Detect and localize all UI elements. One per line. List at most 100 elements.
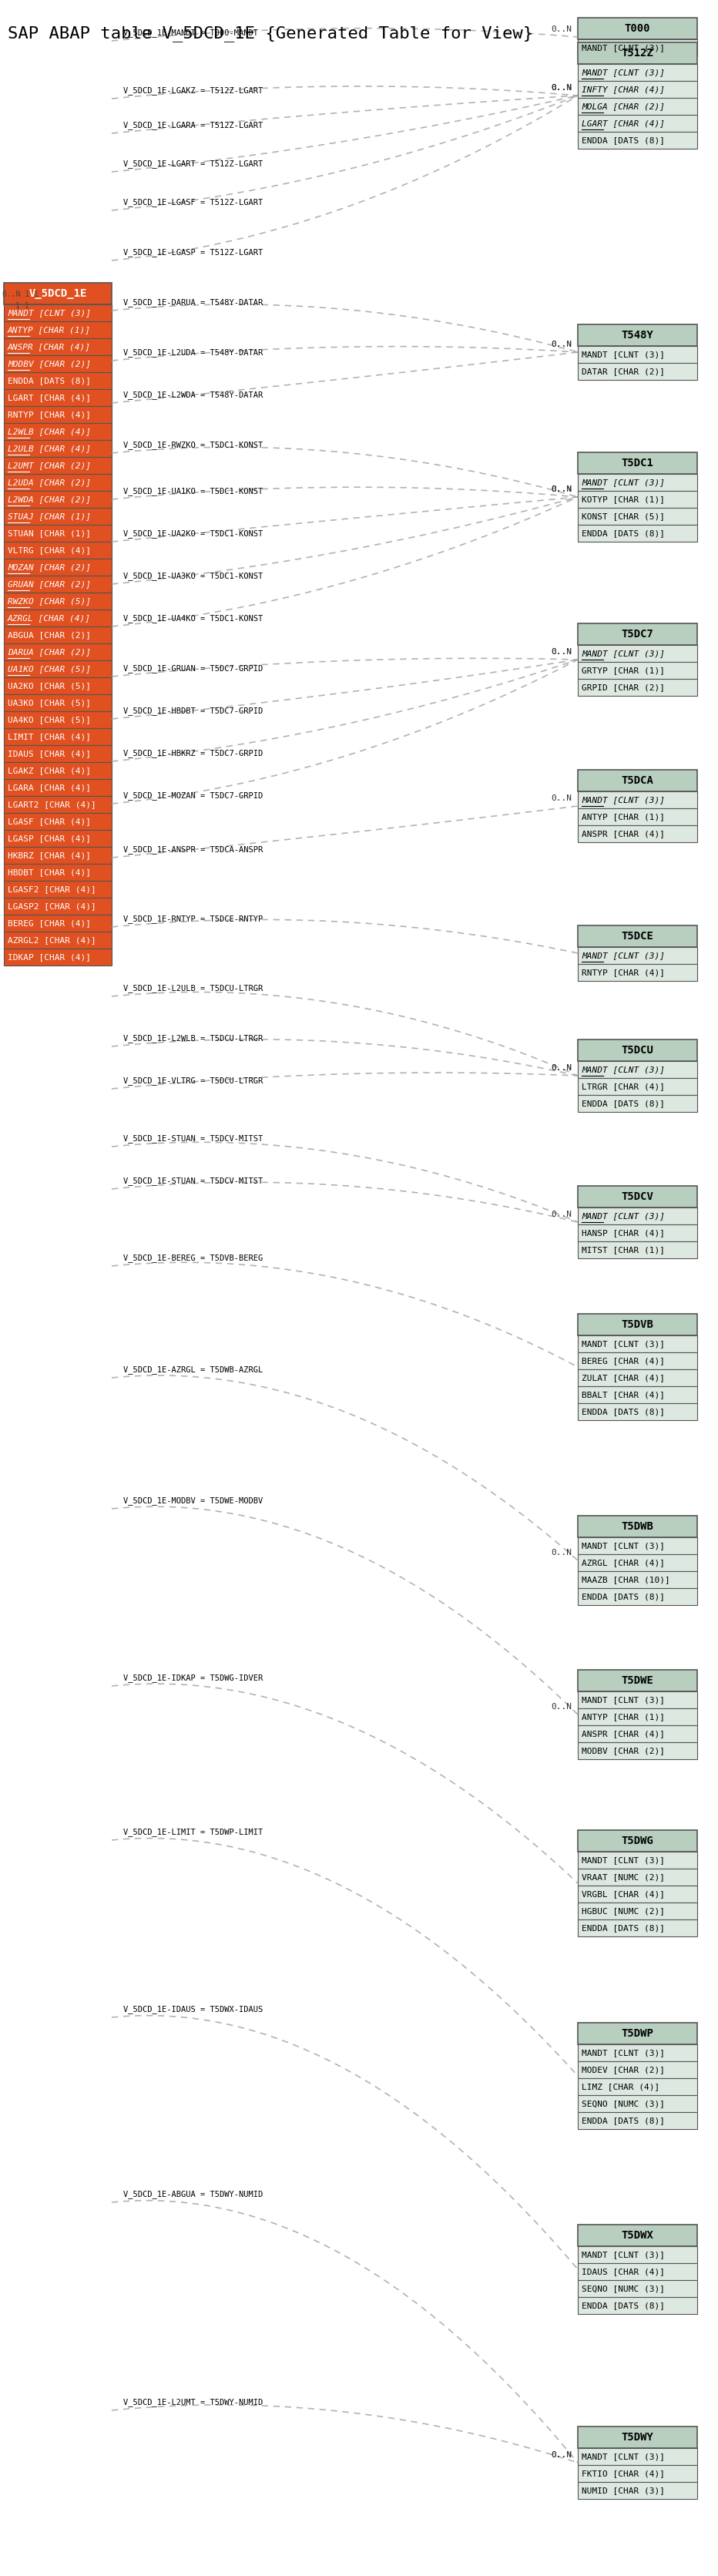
Text: V_5DCD_1E-UA2KO = T5DC1-KONST: V_5DCD_1E-UA2KO = T5DC1-KONST [123, 531, 263, 538]
Text: RNTYP [CHAR (4)]: RNTYP [CHAR (4)] [8, 410, 91, 417]
Text: V_5DCD_1E-ANSPR = T5DCA-ANSPR: V_5DCD_1E-ANSPR = T5DCA-ANSPR [123, 845, 263, 853]
Bar [578, 1352, 697, 1370]
Bar [4, 848, 112, 863]
Text: STUAJ [CHAR (1)]: STUAJ [CHAR (1)] [8, 513, 91, 520]
Text: 0..N: 0..N [551, 2452, 572, 2460]
Bar [4, 507, 112, 526]
Bar [578, 39, 697, 57]
Text: V_5DCD_1E-DARUA = T548Y-DATAR: V_5DCD_1E-DARUA = T548Y-DATAR [123, 299, 263, 307]
Text: ANSPR [CHAR (4)]: ANSPR [CHAR (4)] [8, 343, 91, 350]
Text: MODEV [CHAR (2)]: MODEV [CHAR (2)] [582, 2066, 665, 2074]
Text: BEREG [CHAR (4)]: BEREG [CHAR (4)] [8, 920, 91, 927]
Bar [4, 778, 112, 796]
Text: ENDDA [DATS (8)]: ENDDA [DATS (8)] [582, 531, 665, 536]
Text: SEQNO [NUMC (3)]: SEQNO [NUMC (3)] [582, 2285, 665, 2293]
Text: LGAKZ [CHAR (4)]: LGAKZ [CHAR (4)] [8, 768, 91, 775]
Text: T5DWE: T5DWE [621, 1674, 653, 1687]
Bar [578, 824, 697, 842]
Bar [4, 337, 112, 355]
Bar [578, 2264, 697, 2280]
Text: HANSP [CHAR (4)]: HANSP [CHAR (4)] [582, 1229, 665, 1236]
Text: V_5DCD_1E-LIMIT = T5DWP-LIMIT: V_5DCD_1E-LIMIT = T5DWP-LIMIT [123, 1829, 263, 1837]
Text: 0..N: 0..N [551, 85, 572, 93]
Text: T5DCV: T5DCV [621, 1190, 653, 1203]
Text: 0..N: 0..N [551, 484, 572, 492]
Bar [4, 492, 112, 507]
Bar [578, 1061, 697, 1077]
Bar [578, 18, 697, 39]
Text: V_5DCD_1E-MOZAN = T5DC7-GRPID: V_5DCD_1E-MOZAN = T5DC7-GRPID [123, 791, 263, 799]
Text: LGASP [CHAR (4)]: LGASP [CHAR (4)] [8, 835, 91, 842]
Text: V_5DCD_1E-HBKRZ = T5DC7-GRPID: V_5DCD_1E-HBKRZ = T5DC7-GRPID [123, 750, 263, 757]
Bar [578, 1185, 697, 1208]
Text: V_5DCD_1E-LGARA = T512Z-LGART: V_5DCD_1E-LGARA = T512Z-LGART [123, 121, 263, 129]
Text: LGART [CHAR (4)]: LGART [CHAR (4)] [582, 118, 665, 126]
Bar [4, 389, 112, 407]
Text: V_5DCD_1E-L2WLB = T5DCU-LTRGR: V_5DCD_1E-L2WLB = T5DCU-LTRGR [123, 1033, 263, 1043]
Text: MANDT [CLNT (3)]: MANDT [CLNT (3)] [582, 796, 665, 804]
Text: MAAZB [CHAR (10)]: MAAZB [CHAR (10)] [582, 1577, 670, 1584]
Bar [4, 322, 112, 337]
Text: V_5DCD_1E-RNTYP = T5DCE-RNTYP: V_5DCD_1E-RNTYP = T5DCE-RNTYP [123, 914, 263, 922]
Text: 0..N 1 1: 0..N 1 1 [2, 291, 39, 299]
Bar [578, 1077, 697, 1095]
Bar [4, 829, 112, 848]
Text: MANDT [CLNT (3)]: MANDT [CLNT (3)] [582, 1695, 665, 1703]
Bar [4, 914, 112, 933]
Bar [578, 98, 697, 116]
Bar [4, 744, 112, 762]
Bar [4, 948, 112, 966]
Text: MANDT [CLNT (3)]: MANDT [CLNT (3)] [582, 1213, 665, 1221]
Text: AZRGL2 [CHAR (4)]: AZRGL2 [CHAR (4)] [8, 935, 96, 943]
Text: T5DVB: T5DVB [621, 1319, 653, 1329]
Bar [578, 1242, 697, 1257]
Text: V_5DCD_1E-LGAKZ = T512Z-LGART: V_5DCD_1E-LGAKZ = T512Z-LGART [123, 88, 263, 95]
Bar [578, 2094, 697, 2112]
Text: SAP ABAP table V_5DCD_1E {Generated Table for View}: SAP ABAP table V_5DCD_1E {Generated Tabl… [8, 26, 533, 41]
Bar [578, 1095, 697, 1113]
Text: LIMZ [CHAR (4)]: LIMZ [CHAR (4)] [582, 2084, 660, 2092]
Text: GRUAN [CHAR (2)]: GRUAN [CHAR (2)] [8, 580, 91, 587]
Bar [578, 2483, 697, 2499]
Bar [4, 574, 112, 592]
Bar [578, 1386, 697, 1404]
Text: MANDT [CLNT (3)]: MANDT [CLNT (3)] [582, 2251, 665, 2259]
Bar [578, 474, 697, 492]
Text: T5DWY: T5DWY [621, 2432, 653, 2442]
Text: ENDDA [DATS (8)]: ENDDA [DATS (8)] [582, 2117, 665, 2125]
Bar [4, 541, 112, 559]
Text: MANDT [CLNT (3)]: MANDT [CLNT (3)] [582, 44, 665, 52]
Text: 0..N: 0..N [551, 85, 572, 93]
Text: UA1KO [CHAR (5)]: UA1KO [CHAR (5)] [8, 665, 91, 672]
Text: LGASP2 [CHAR (4)]: LGASP2 [CHAR (4)] [8, 902, 96, 909]
Text: 0..N: 0..N [551, 649, 572, 657]
Text: V_5DCD_1E-VLTRG = T5DCU-LTRGR: V_5DCD_1E-VLTRG = T5DCU-LTRGR [123, 1077, 263, 1084]
Text: 0..N: 0..N [551, 26, 572, 33]
Text: ENDDA [DATS (8)]: ENDDA [DATS (8)] [582, 2303, 665, 2311]
Text: L2WDA [CHAR (2)]: L2WDA [CHAR (2)] [8, 495, 91, 502]
Bar [4, 611, 112, 626]
Bar [578, 1726, 697, 1741]
Text: 0..N: 0..N [551, 484, 572, 492]
Text: 0..N: 0..N [551, 484, 572, 492]
Bar [4, 644, 112, 659]
Text: 0..N: 0..N [551, 484, 572, 492]
Text: VLTRG [CHAR (4)]: VLTRG [CHAR (4)] [8, 546, 91, 554]
Text: V_5DCD_1E-RWZKO = T5DC1-KONST: V_5DCD_1E-RWZKO = T5DC1-KONST [123, 440, 263, 448]
Text: L2ULB [CHAR (4)]: L2ULB [CHAR (4)] [8, 446, 91, 453]
Bar [4, 559, 112, 574]
Bar [4, 729, 112, 744]
Text: MANDT [CLNT (3)]: MANDT [CLNT (3)] [582, 2048, 665, 2056]
Text: T548Y: T548Y [621, 330, 653, 340]
Text: ZULAT [CHAR (4)]: ZULAT [CHAR (4)] [582, 1373, 665, 1381]
Text: KOTYP [CHAR (1)]: KOTYP [CHAR (1)] [582, 495, 665, 502]
Text: HGBUC [NUMC (2)]: HGBUC [NUMC (2)] [582, 1906, 665, 1914]
Text: T5DWB: T5DWB [621, 1520, 653, 1533]
Text: ANTYP [CHAR (1)]: ANTYP [CHAR (1)] [8, 327, 91, 335]
Bar [578, 2079, 697, 2094]
Text: ANTYP [CHAR (1)]: ANTYP [CHAR (1)] [582, 1713, 665, 1721]
Text: IDKAP [CHAR (4)]: IDKAP [CHAR (4)] [8, 953, 91, 961]
Bar [4, 474, 112, 492]
Text: ANSPR [CHAR (4)]: ANSPR [CHAR (4)] [582, 829, 665, 837]
Text: SEQNO [NUMC (3)]: SEQNO [NUMC (3)] [582, 2099, 665, 2107]
